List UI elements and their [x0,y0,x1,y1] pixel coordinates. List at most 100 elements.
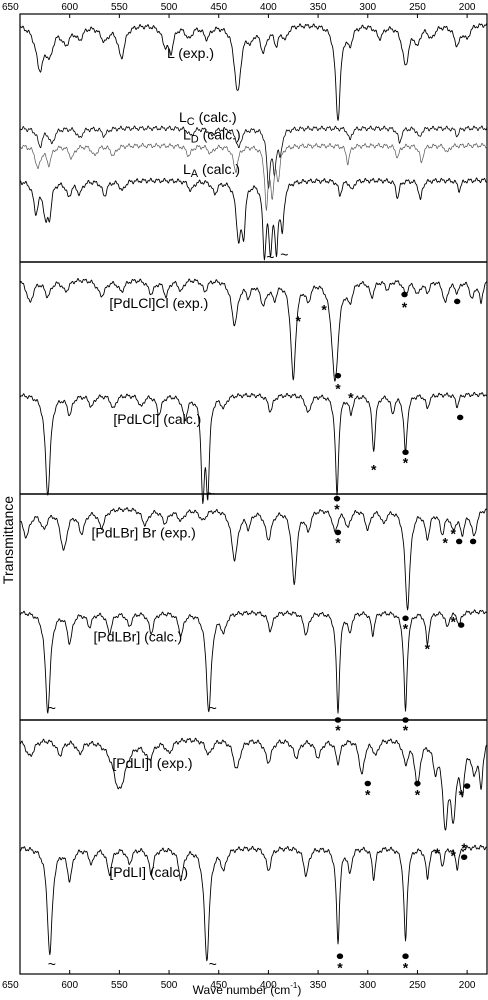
assignment-star: * [348,390,354,406]
axis-break-mark: ~ [48,956,56,972]
spectra-series [19,22,488,962]
assignment-dot [463,783,471,789]
top-tick-label: 200 [459,2,476,13]
assignment-star: * [337,959,343,975]
series-label: [PdLI] (calc.) [109,864,188,880]
assignment-star: * [335,534,341,550]
axis-break-mark: ~ [209,700,217,716]
series-label: [PdLBr] (calc.) [94,629,183,645]
assignment-star: * [335,722,341,738]
assignment-star: * [335,380,341,396]
assignment-star: * [461,840,467,856]
assignment-star: * [403,455,409,471]
assignment-star: * [402,299,408,315]
assignment-star: * [403,959,409,975]
assignment-dot [453,298,461,305]
assignment-star: * [403,620,409,636]
assignment-star: * [450,848,456,864]
assignment-dot [364,780,371,787]
y-axis-label: Transmittance [0,496,16,584]
assignment-dot [334,372,342,379]
axis-break-mark: ~ [207,486,215,502]
spectrum-line [19,609,488,714]
assignment-dot [401,291,408,298]
spectrum-line [19,737,488,831]
spectrum-line [19,125,488,189]
top-tick-label: 550 [111,2,128,13]
assignment-star: * [295,313,301,329]
series-label: L (exp.) [167,45,214,61]
assignment-star: * [458,787,464,803]
bottom-tick-label: 300 [359,980,376,991]
axis-break-mark: ~ [266,249,274,265]
bottom-tick-label: 400 [260,980,277,991]
assignment-dot [402,615,409,622]
top-tick-label: 400 [260,2,277,13]
top-tick-label: 600 [61,2,78,13]
plot-frame [19,13,488,975]
assignment-dot [333,495,341,502]
assignment-star: * [443,534,449,550]
bottom-tick-label: 550 [111,980,128,991]
top-tick-label: 300 [359,2,376,13]
assignment-dot [456,414,464,421]
peak-annotations: * * * * * * * * * * * * * * * * * * * * * * * * ~ ~ ~ ~ ~ ~ ~ [48,247,477,975]
bottom-tick-label: 500 [161,980,178,991]
spectrum-line [20,142,488,211]
assignment-dot [414,780,421,787]
assignment-star: * [450,614,456,630]
series-label: [PdLCl] (calc.) [113,411,201,427]
axis-break-mark: ~ [280,247,288,263]
assignment-star: * [334,501,340,517]
series-label: LA (calc.) [183,161,240,180]
assignment-dot [336,953,344,960]
axis-break-mark: ~ [48,700,56,716]
spectrum-line [19,22,488,121]
top-tick-label: 650 [2,2,19,13]
x-axis-label-close: ) [297,983,301,997]
assignment-star: * [403,722,409,738]
series-labels: L (exp.) LC (calc.)LD (calc.) LA (calc.) [P… [92,45,241,880]
x-axis-label-text: Wave number (cm [193,983,291,997]
top-tick-label: 350 [310,2,327,13]
series-label: [PdLI]I (exp.) [112,755,192,771]
bottom-axis: 650 600 550 500 450 400 350 300 250 200 [2,970,476,991]
assignment-dot [455,538,463,545]
spectrum-line [19,278,488,382]
assignment-star: * [425,641,431,657]
bottom-tick-label: 650 [2,980,19,991]
bottom-tick-label: 450 [210,980,227,991]
series-label: [PdLCl]Cl (exp.) [109,295,208,311]
assignment-star: * [435,845,441,861]
x-axis-label: Wave number (cm-1) [193,981,302,997]
assignment-dot [469,538,477,545]
assignment-dot [402,953,409,960]
assignment-dot [460,854,468,860]
assignment-star: * [415,787,421,803]
assignment-dot [402,449,409,456]
bottom-tick-label: 250 [409,980,426,991]
top-tick-label: 450 [210,2,227,13]
assignment-star: * [365,787,371,803]
bottom-tick-label: 350 [310,980,327,991]
assignment-star: * [371,461,377,477]
spectrum-line [19,507,487,611]
series-label: LD (calc.) [183,126,241,145]
assignment-dot [334,529,342,536]
spectrum-line [19,391,488,505]
assignment-dot [457,622,465,628]
assignment-star: * [321,301,327,317]
series-label: LC (calc.) [179,109,237,128]
bottom-tick-label: 600 [61,980,78,991]
bottom-tick-label: 200 [459,980,476,991]
assignment-star: * [450,525,456,541]
assignment-dot [334,717,342,723]
top-axis: 650 600 550 500 450 400 350 300 250 200 [2,2,476,18]
axis-break-mark: ~ [209,956,217,972]
spectrum-line [19,844,488,962]
top-tick-label: 500 [161,2,178,13]
series-label: [PdLBr] Br (exp.) [92,525,196,541]
assignment-dot [402,717,409,723]
x-axis-label-sup: -1 [290,981,298,990]
